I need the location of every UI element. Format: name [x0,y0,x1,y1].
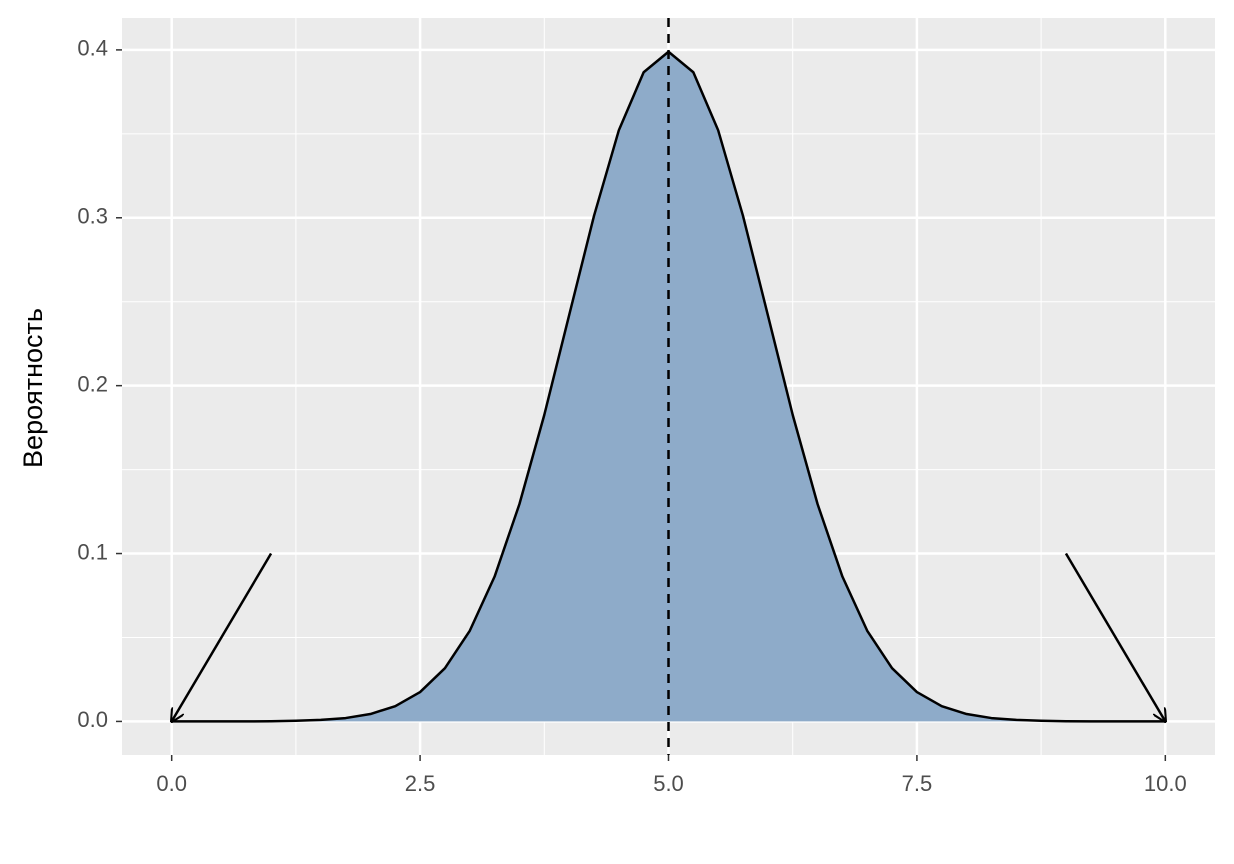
x-tick-label: 0.0 [156,771,187,796]
x-tick-label: 7.5 [902,771,933,796]
y-tick-label: 0.2 [77,371,108,396]
x-tick-label: 10.0 [1144,771,1187,796]
y-axis-title: Вероятность [18,308,48,468]
x-tick-label: 2.5 [405,771,436,796]
y-tick-label: 0.4 [77,36,108,61]
arrow [172,552,273,722]
arrow [1064,552,1165,722]
y-tick-label: 0.1 [77,539,108,564]
x-tick-label: 5.0 [653,771,684,796]
y-tick-label: 0.3 [77,204,108,229]
y-tick-label: 0.0 [77,707,108,732]
